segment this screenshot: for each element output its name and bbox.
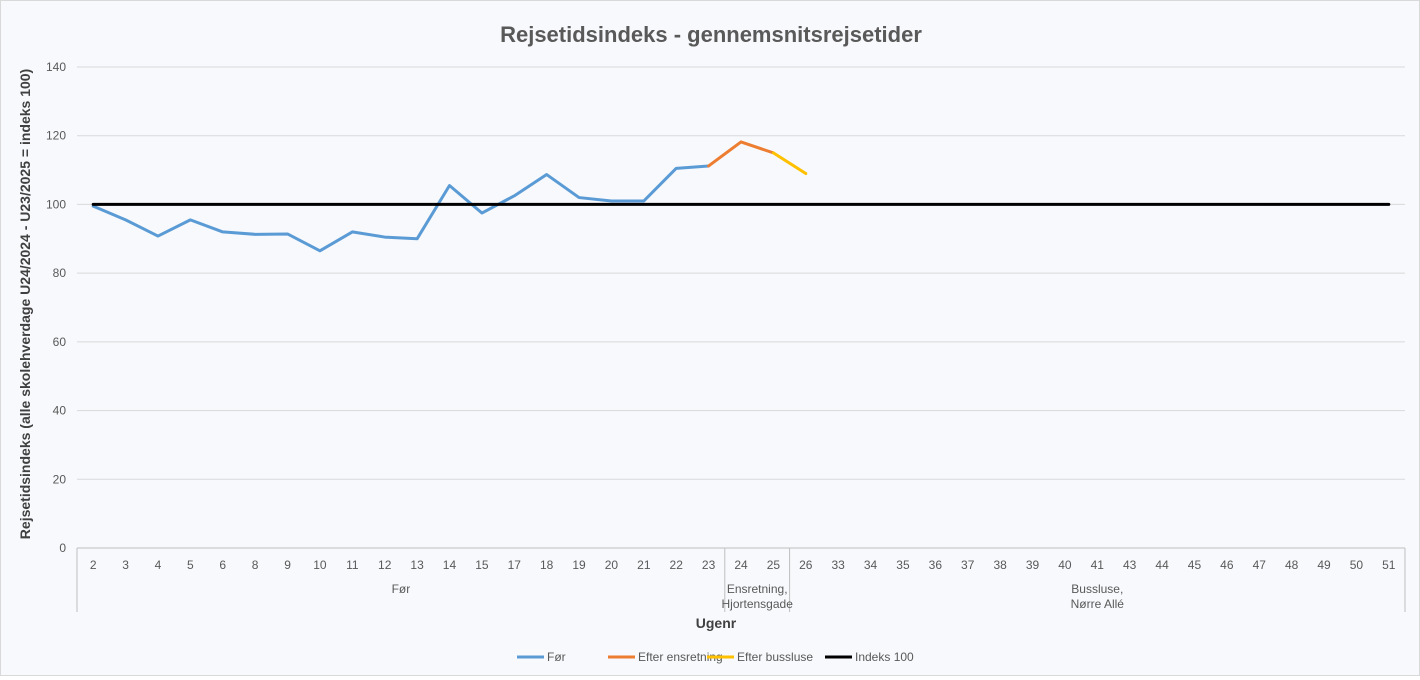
x-tick-label: 10 xyxy=(313,558,327,572)
x-tick-label: 37 xyxy=(961,558,975,572)
chart-title: Rejsetidsindeks - gennemsnitsrejsetider xyxy=(500,22,922,47)
x-tick-label: 24 xyxy=(734,558,748,572)
y-tick-label: 100 xyxy=(46,197,66,211)
x-tick-label: 2 xyxy=(90,558,97,572)
x-axis-title: Ugenr xyxy=(696,615,737,631)
x-tick-label: 8 xyxy=(252,558,259,572)
x-tick-label: 19 xyxy=(572,558,586,572)
x-group-label: Før xyxy=(392,582,411,596)
x-tick-label: 4 xyxy=(155,558,162,572)
legend-item: Indeks 100 xyxy=(825,650,914,664)
x-group-label: Bussluse, xyxy=(1071,582,1123,596)
x-tick-label: 5 xyxy=(187,558,194,572)
y-axis-ticks: 0 20 40 60 80 100 120 140 xyxy=(46,60,66,555)
y-tick-label: 0 xyxy=(59,541,66,555)
legend-label: Indeks 100 xyxy=(855,650,914,664)
x-tick-label: 45 xyxy=(1188,558,1202,572)
x-tick-label: 43 xyxy=(1123,558,1137,572)
x-tick-label: 34 xyxy=(864,558,878,572)
x-tick-label: 33 xyxy=(831,558,845,572)
series-line-f-r xyxy=(91,164,711,253)
y-tick-label: 20 xyxy=(53,472,67,486)
x-tick-label: 41 xyxy=(1091,558,1105,572)
legend-label: Før xyxy=(547,650,566,664)
series-line-efter-ensretning xyxy=(707,140,775,168)
x-tick-label: 17 xyxy=(508,558,522,572)
x-tick-label: 48 xyxy=(1285,558,1299,572)
x-tick-label: 3 xyxy=(122,558,129,572)
y-tick-label: 120 xyxy=(46,129,66,143)
x-tick-label: 21 xyxy=(637,558,651,572)
x-group-label: Nørre Allé xyxy=(1071,597,1125,611)
x-tick-label: 35 xyxy=(896,558,910,572)
legend: Før Efter ensretning Efter bussluse Indeks … xyxy=(517,650,914,664)
legend-item: Efter bussluse xyxy=(707,650,813,664)
x-tick-label: 20 xyxy=(605,558,619,572)
x-tick-label: 12 xyxy=(378,558,392,572)
x-group-label: Hjortensgade xyxy=(721,597,793,611)
legend-item: Før xyxy=(517,650,566,664)
legend-item: Efter ensretning xyxy=(608,650,723,664)
gridlines xyxy=(77,66,1405,549)
y-tick-label: 60 xyxy=(53,335,67,349)
x-tick-label: 38 xyxy=(993,558,1007,572)
y-tick-label: 140 xyxy=(46,60,66,74)
x-tick-label: 47 xyxy=(1253,558,1267,572)
series-lines xyxy=(91,140,1391,253)
x-tick-label: 9 xyxy=(284,558,291,572)
x-tick-label: 11 xyxy=(346,558,359,572)
x-tick-label: 46 xyxy=(1220,558,1234,572)
x-tick-label: 44 xyxy=(1155,558,1169,572)
legend-label: Efter ensretning xyxy=(638,650,723,664)
x-tick-label: 39 xyxy=(1026,558,1040,572)
x-tick-label: 13 xyxy=(410,558,424,572)
series-line-efter-bussluse xyxy=(771,151,808,176)
x-tick-label: 15 xyxy=(475,558,489,572)
x-tick-label: 22 xyxy=(670,558,684,572)
x-tick-label: 18 xyxy=(540,558,554,572)
x-tick-label: 6 xyxy=(219,558,226,572)
x-tick-label: 50 xyxy=(1350,558,1364,572)
x-tick-label: 36 xyxy=(929,558,943,572)
legend-label: Efter bussluse xyxy=(737,650,813,664)
x-tick-label: 40 xyxy=(1058,558,1072,572)
y-tick-label: 80 xyxy=(53,266,67,280)
x-tick-label: 26 xyxy=(799,558,813,572)
y-axis-title: Rejsetidsindeks (alle skolehverdage U24/… xyxy=(17,69,33,539)
x-tick-label: 25 xyxy=(767,558,781,572)
x-tick-label: 14 xyxy=(443,558,457,572)
x-tick-label: 51 xyxy=(1382,558,1396,572)
x-group-label: Ensretning, xyxy=(727,582,788,596)
x-tick-label: 23 xyxy=(702,558,716,572)
y-tick-label: 40 xyxy=(53,404,67,418)
x-tick-label: 49 xyxy=(1317,558,1331,572)
x-axis: 2 3 4 5 6 8 9 10 11 12 13 14 15 17 18 19 20 21 22 23 24 25 26 3… xyxy=(76,548,1406,612)
